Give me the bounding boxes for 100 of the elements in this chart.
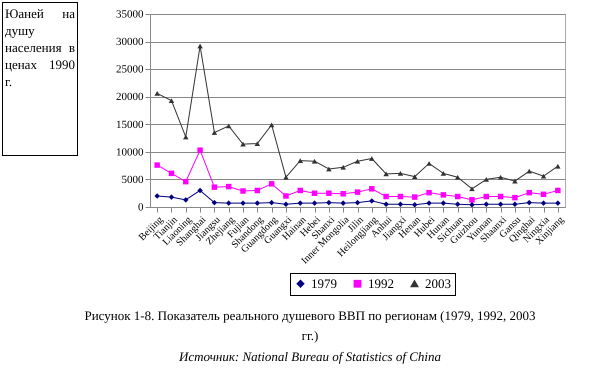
point	[183, 197, 189, 203]
point	[154, 193, 160, 199]
point	[168, 98, 174, 103]
point	[526, 190, 532, 196]
point	[226, 200, 232, 206]
point	[268, 200, 274, 206]
y-tick-label: 25000	[116, 64, 144, 76]
y-tick-label: 5000	[122, 174, 144, 186]
point	[526, 200, 532, 206]
point	[226, 184, 232, 190]
point	[168, 170, 174, 176]
point	[540, 192, 546, 198]
point	[312, 190, 318, 196]
y-tick-label: 0	[138, 202, 144, 214]
point	[312, 158, 318, 164]
point	[354, 200, 360, 206]
point	[197, 147, 203, 153]
point	[412, 194, 418, 200]
point	[254, 188, 260, 194]
point	[183, 134, 189, 140]
point	[240, 188, 246, 194]
point	[369, 198, 375, 204]
point	[326, 166, 332, 172]
point	[512, 202, 518, 207]
point	[498, 174, 504, 180]
point	[197, 44, 203, 48]
point	[412, 174, 418, 180]
point	[484, 177, 490, 182]
point	[369, 156, 375, 161]
point	[426, 190, 432, 196]
point	[240, 142, 246, 147]
point	[312, 200, 318, 206]
point	[383, 194, 389, 200]
point	[512, 178, 518, 184]
point	[555, 164, 561, 169]
point	[555, 188, 561, 194]
point	[454, 174, 460, 180]
point	[426, 200, 432, 206]
point	[540, 174, 546, 178]
point	[469, 197, 475, 203]
point	[555, 200, 561, 206]
y-tick-label: 30000	[116, 36, 144, 48]
point	[369, 186, 375, 192]
point	[354, 158, 360, 164]
point	[484, 194, 490, 200]
point	[383, 202, 389, 207]
y-axis-title: Юаней на душу населения в ценах 1990 г.	[2, 2, 78, 156]
point	[340, 164, 346, 170]
point	[298, 200, 303, 206]
point	[398, 202, 404, 207]
point	[440, 170, 446, 176]
point	[254, 141, 260, 146]
point	[268, 181, 274, 187]
point	[283, 193, 289, 199]
point	[512, 194, 518, 200]
point	[454, 202, 460, 207]
text: Источник: National Bureau of Statistics of China	[178, 349, 442, 365]
point	[283, 202, 289, 207]
point	[283, 174, 289, 180]
point	[154, 91, 160, 96]
y-tick-label: 35000	[116, 8, 144, 20]
point	[212, 184, 218, 190]
point	[212, 130, 218, 135]
point	[240, 200, 246, 206]
point	[469, 186, 475, 192]
point	[526, 168, 532, 174]
point	[354, 189, 360, 195]
point	[268, 122, 274, 128]
point	[440, 192, 446, 198]
y-tick-label: 20000	[116, 91, 144, 104]
point	[454, 194, 460, 200]
point	[298, 188, 303, 194]
point	[226, 124, 232, 128]
point	[540, 200, 546, 206]
point	[398, 194, 404, 200]
point	[498, 194, 504, 200]
point	[440, 200, 446, 206]
legend-label: 1979	[311, 276, 337, 291]
point	[183, 178, 189, 184]
text: Рисунок 1-8. Показатель реального душевого ВВП по регионам (1979, 1992, 2003 гг.)	[83, 307, 537, 345]
point	[298, 158, 303, 164]
point	[254, 200, 260, 206]
point	[326, 190, 332, 196]
point	[197, 188, 203, 194]
point	[340, 200, 346, 206]
point	[383, 172, 389, 176]
point	[484, 202, 490, 207]
point	[340, 191, 346, 197]
point	[168, 194, 174, 200]
point	[426, 161, 432, 166]
legend-label: 1992	[368, 276, 394, 291]
point	[212, 200, 218, 206]
y-tick-label: 15000	[116, 118, 144, 131]
point	[498, 202, 504, 207]
point	[412, 202, 418, 208]
point	[154, 162, 160, 168]
point	[469, 202, 475, 208]
legend-label: 2003	[425, 276, 451, 291]
y-tick-label: 10000	[116, 146, 144, 158]
point	[326, 200, 332, 206]
